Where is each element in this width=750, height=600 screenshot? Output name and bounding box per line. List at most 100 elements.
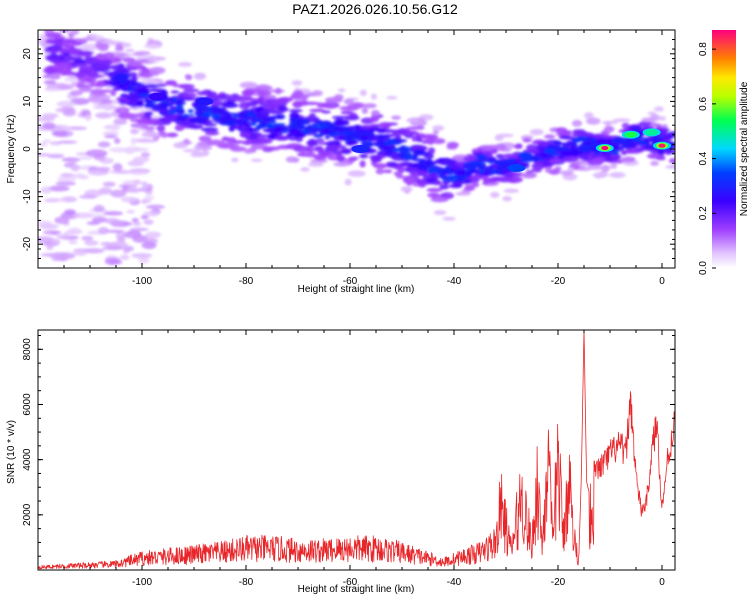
- heatmap-cell: [125, 48, 135, 53]
- heatmap-cell: [315, 138, 325, 142]
- heatmap-cell: [531, 162, 546, 170]
- heatmap-cell: [135, 138, 151, 143]
- heatmap-cell: [66, 126, 88, 131]
- heatmap-cell: [479, 168, 485, 174]
- heatmap-cell: [204, 130, 220, 136]
- snr-xtick-label: 0: [659, 577, 665, 588]
- heatmap-cell: [93, 204, 105, 213]
- heatmap-cell: [483, 177, 490, 185]
- heatmap-cell: [314, 145, 323, 151]
- heatmap-cell: [175, 120, 189, 126]
- heatmap-cell: [405, 167, 419, 171]
- heatmap-cell: [72, 212, 94, 219]
- heatmap-cell: [324, 136, 331, 140]
- heatmap-cell: [156, 125, 166, 132]
- heatmap-cell: [354, 134, 363, 140]
- heatmap-cell: [446, 141, 459, 148]
- heatmap-cell: [581, 138, 588, 142]
- heatmap-cell: [481, 145, 495, 151]
- heatmap-cell: [210, 99, 223, 107]
- spectrogram-xtick-label: 0: [659, 276, 665, 287]
- heatmap-cell: [650, 160, 659, 166]
- heatmap-cell: [194, 111, 203, 115]
- heatmap-cell: [251, 113, 258, 119]
- heatmap-cell: [204, 106, 211, 111]
- heatmap-cell: [58, 48, 67, 54]
- heatmap-cell: [668, 158, 675, 164]
- heatmap-cell: [54, 216, 70, 225]
- heatmap-cell: [56, 234, 71, 240]
- heatmap-cell: [359, 124, 377, 129]
- heatmap-cell: [499, 166, 508, 171]
- heatmap-cell: [102, 245, 124, 251]
- heatmap-cell: [39, 141, 48, 147]
- heatmap-cell: [593, 157, 606, 161]
- heatmap-cell: [148, 55, 157, 63]
- colorbar-tick-label: 0.4: [698, 151, 709, 165]
- heatmap-cell: [43, 30, 55, 35]
- heatmap-cell: [665, 165, 675, 169]
- heatmap-cell: [371, 109, 380, 117]
- heatmap-cell: [580, 148, 592, 153]
- heatmap-cell: [494, 134, 504, 141]
- heatmap-cell: [230, 140, 246, 144]
- heatmap-cell: [427, 137, 435, 145]
- heatmap-cell: [515, 143, 523, 149]
- heatmap-cell: [571, 137, 582, 143]
- heatmap-cell: [487, 159, 495, 164]
- heatmap-cell: [132, 147, 150, 152]
- heatmap-cell: [322, 132, 335, 136]
- heatmap-cell: [119, 99, 127, 105]
- heatmap-cell: [46, 45, 63, 52]
- heatmap-cell: [230, 93, 240, 99]
- heatmap-cell: [127, 66, 138, 71]
- heatmap-cell: [73, 58, 86, 65]
- heatmap-cell: [518, 151, 532, 157]
- heatmap-cell: [576, 136, 589, 139]
- spectrogram-ylabel: Frequency (Hz): [6, 115, 17, 184]
- heatmap-cell: [122, 180, 144, 185]
- heatmap-cell: [117, 63, 125, 71]
- heatmap-cell: [288, 136, 298, 141]
- heatmap-cell: [54, 7, 68, 13]
- heatmap-cell: [285, 156, 298, 163]
- colorbar-tick-label: 0.6: [698, 96, 709, 110]
- snr-panel: -100 -80 -60 -40 -20 0 2000 4000 6000 8000 Height…: [6, 329, 676, 595]
- heatmap-cell: [640, 141, 647, 146]
- heatmap-cell: [472, 151, 484, 156]
- heatmap-cell: [496, 178, 515, 183]
- heatmap-cell: [86, 221, 100, 226]
- heatmap-cell: [257, 124, 263, 129]
- heatmap-cell: [427, 192, 440, 198]
- heatmap-cell: [73, 248, 95, 252]
- snr-xtick-label: -40: [447, 577, 462, 588]
- heatmap-cell: [221, 110, 230, 116]
- heatmap-cell: [475, 154, 489, 160]
- heatmap-cell: [293, 145, 310, 153]
- heatmap-cell: [462, 156, 478, 162]
- heatmap-cell: [503, 188, 519, 194]
- heatmap-cell: [139, 80, 161, 86]
- heatmap-cell: [523, 158, 535, 162]
- snr-ticks: -100 -80 -60 -40 -20 0 2000 4000 6000 8000: [22, 330, 675, 588]
- heatmap-cell: [137, 88, 150, 94]
- heatmap-cell: [42, 122, 56, 130]
- heatmap-cell: [385, 161, 398, 167]
- heatmap-cell: [403, 154, 412, 160]
- heatmap-cell: [97, 226, 110, 235]
- heatmap-cell: [562, 156, 579, 163]
- heatmap-cell: [168, 109, 177, 115]
- heatmap-cell: [56, 140, 78, 144]
- heatmap-cell: [495, 153, 505, 159]
- heatmap-cell: [124, 148, 135, 155]
- heatmap-cell: [105, 229, 126, 233]
- heatmap-cell: [623, 143, 632, 149]
- heatmap-cell: [144, 98, 154, 104]
- heatmap-cell: [47, 185, 70, 192]
- heatmap-cell: [560, 171, 573, 176]
- snr-ytick-label: 2000: [22, 503, 33, 526]
- heatmap-cell: [432, 130, 439, 135]
- heatmap-cell: [92, 216, 108, 223]
- heatmap-cell: [655, 156, 666, 161]
- heatmap-cell: [141, 131, 159, 138]
